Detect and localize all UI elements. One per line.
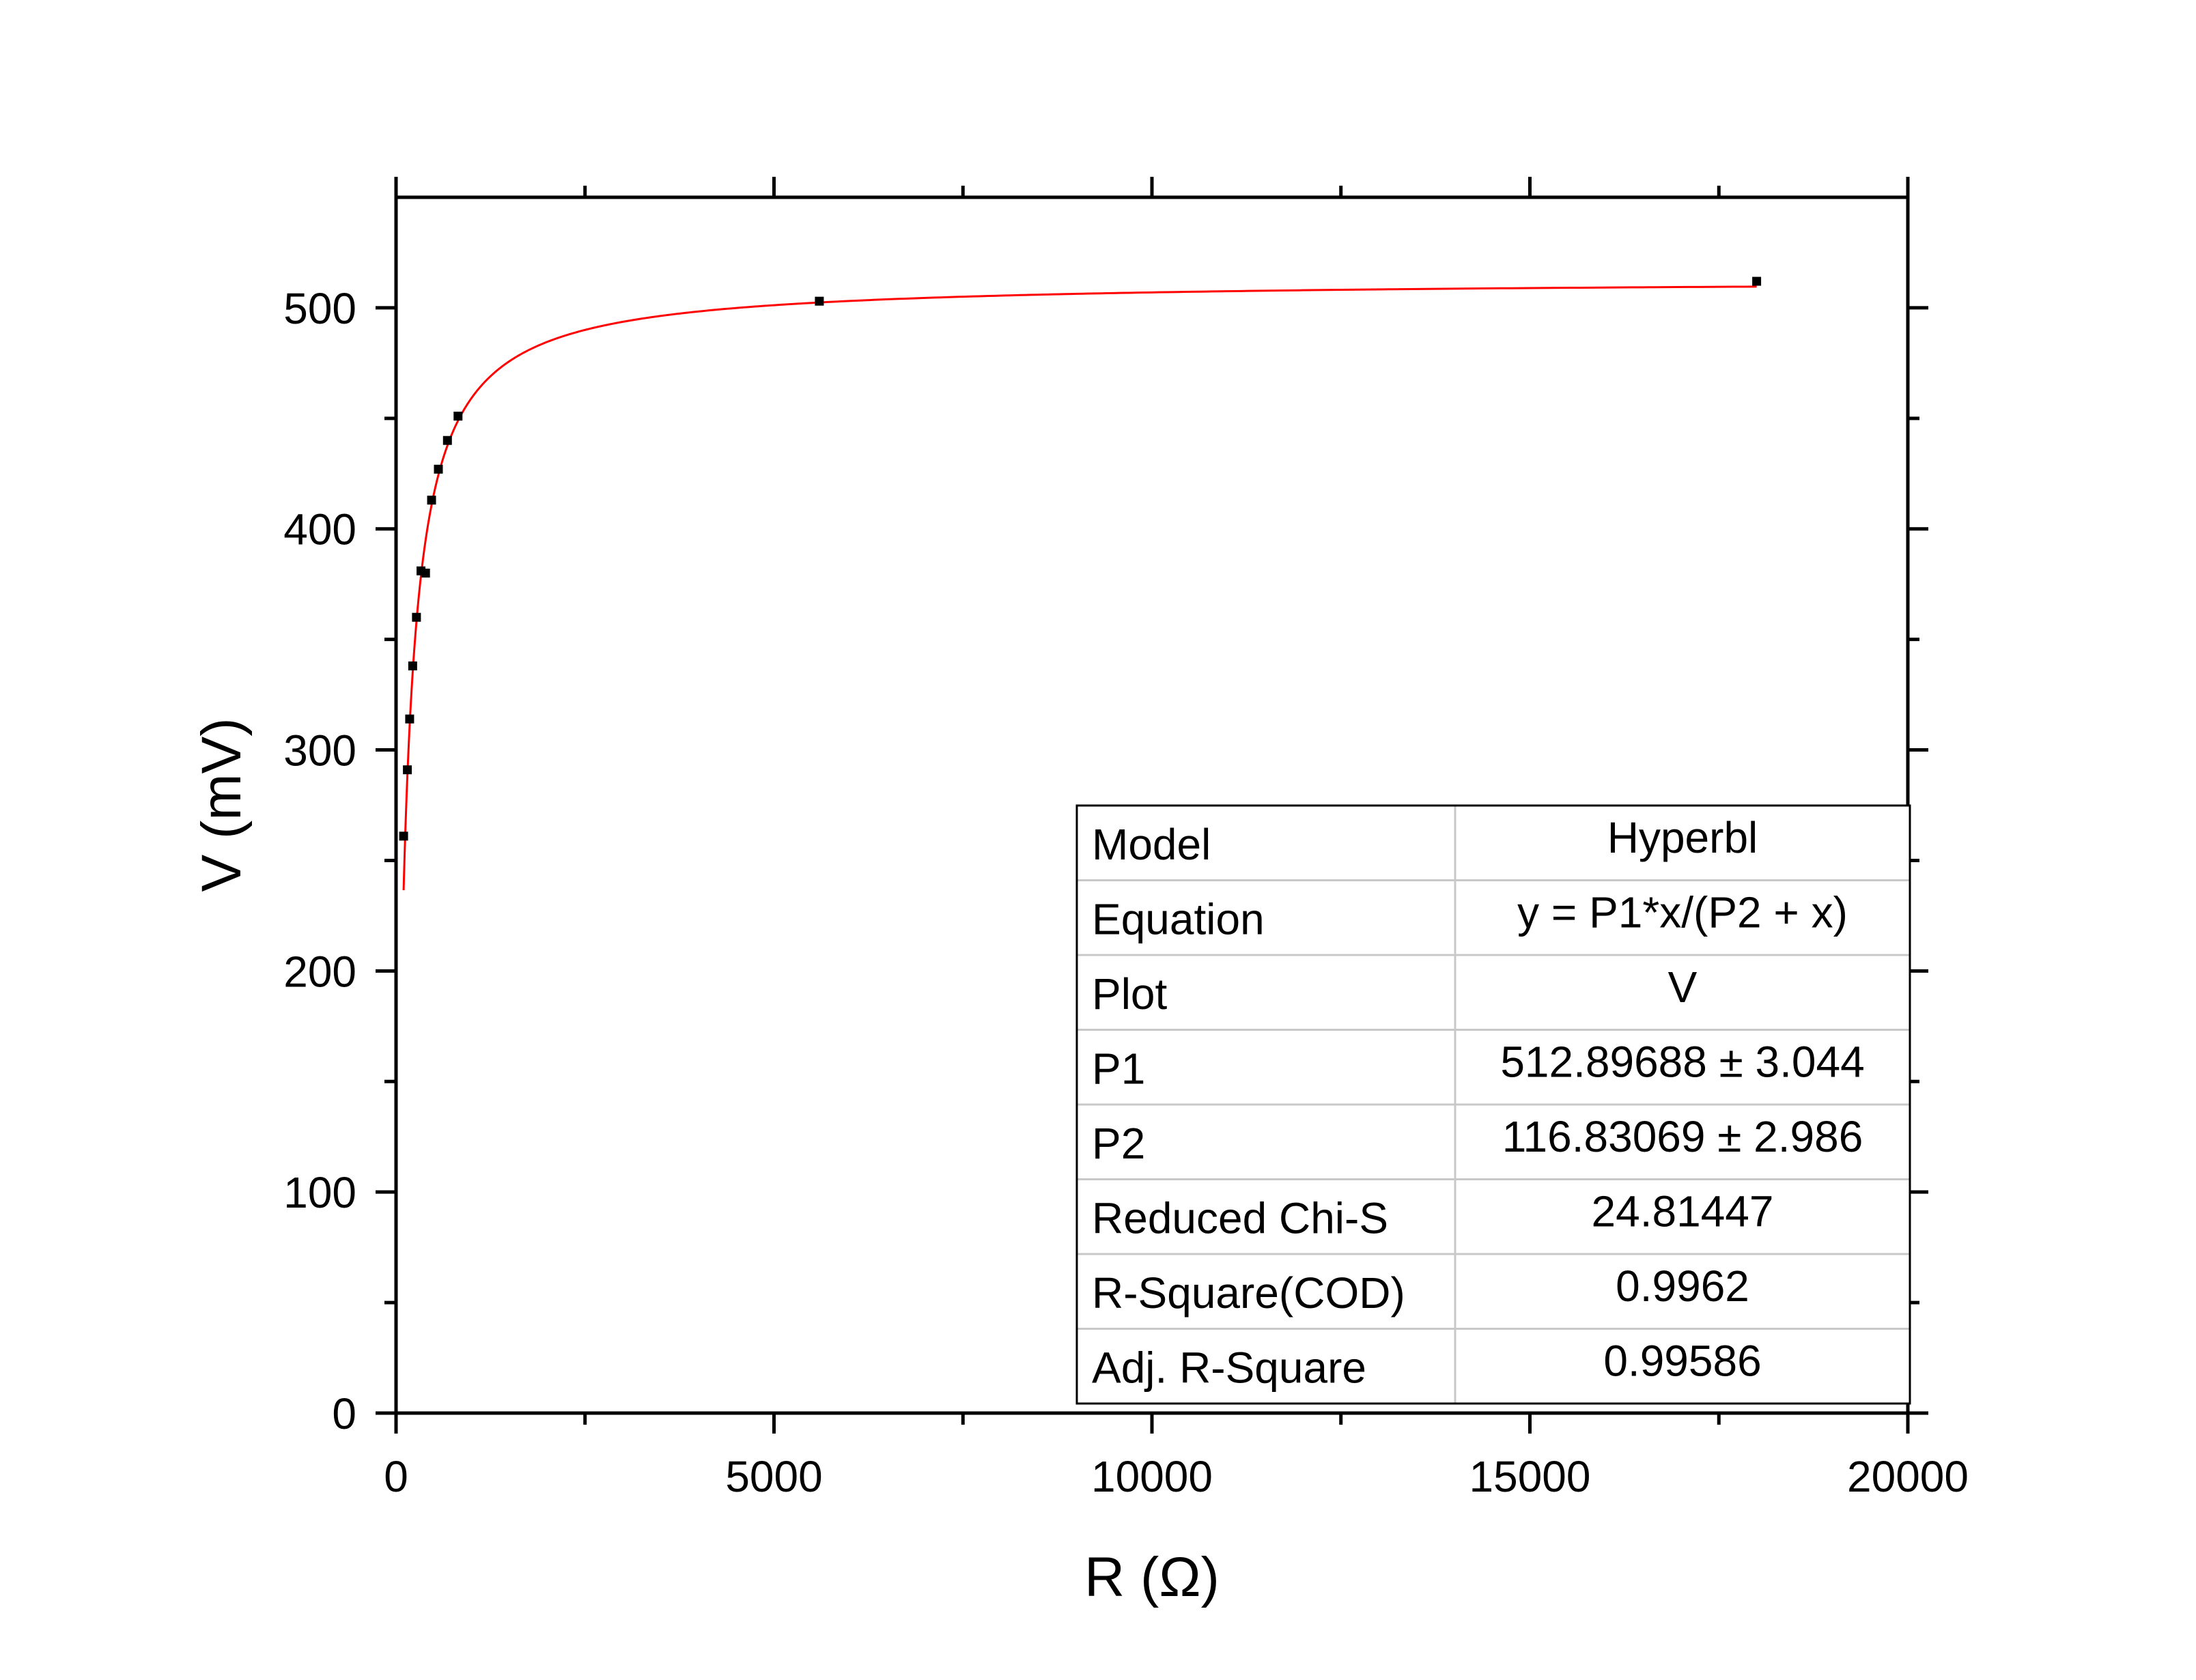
x-tick-label: 5000 <box>725 1452 822 1501</box>
results-table-label: P2 <box>1092 1119 1145 1168</box>
results-table-label: Equation <box>1092 895 1265 944</box>
results-table-value: y = P1*x/(P2 + x) <box>1517 888 1848 937</box>
data-point <box>1752 276 1762 286</box>
data-point <box>403 765 412 775</box>
data-point <box>442 436 452 445</box>
data-point <box>453 412 463 421</box>
y-tick-label: 500 <box>283 284 356 333</box>
results-table-label: Plot <box>1092 969 1168 1019</box>
results-table-label: R-Square(COD) <box>1092 1268 1405 1318</box>
minor-ticks <box>384 186 1919 1425</box>
results-table-border <box>1075 804 1911 1405</box>
x-tick-label: 0 <box>384 1452 408 1501</box>
data-point <box>421 568 430 578</box>
results-table-value: 24.81447 <box>1592 1187 1774 1236</box>
y-tick-labels: 0 100 200 300 400 500 <box>283 284 356 1438</box>
results-table-value: V <box>1668 963 1698 1012</box>
x-axis-title: R (Ω) <box>1084 1546 1220 1608</box>
y-tick-label: 400 <box>283 505 356 554</box>
results-table: Model Hyperbl Equation y = P1*x/(P2 + x) Plo… <box>1075 804 1911 1405</box>
x-tick-label: 10000 <box>1091 1452 1213 1501</box>
data-points <box>399 276 1762 841</box>
y-tick-label: 200 <box>283 947 356 996</box>
results-table-label: P1 <box>1092 1044 1145 1094</box>
fit-curve <box>402 285 1757 891</box>
x-tick-label: 20000 <box>1847 1452 1969 1501</box>
x-tick-label: 15000 <box>1469 1452 1591 1501</box>
results-table-value: 0.9962 <box>1616 1262 1749 1311</box>
y-axis-title: V (mV) <box>191 717 253 892</box>
results-table-value: 512.89688 ± 3.044 <box>1500 1038 1864 1087</box>
x-tick-labels: 0 5000 10000 15000 20000 <box>384 1452 1969 1501</box>
data-point <box>434 464 443 474</box>
data-point <box>399 831 408 841</box>
results-table-label: Model <box>1092 820 1211 869</box>
data-point <box>408 661 417 670</box>
results-table-label: Reduced Chi-S <box>1092 1194 1388 1243</box>
y-tick-label: 300 <box>283 726 356 775</box>
data-point <box>427 496 436 505</box>
results-table-value: 116.83069 ± 2.986 <box>1502 1112 1863 1161</box>
results-table-value: Hyperbl <box>1607 813 1758 862</box>
data-point <box>815 296 824 306</box>
data-point <box>412 612 421 622</box>
y-tick-label: 100 <box>283 1168 356 1217</box>
results-table-label: Adj. R-Square <box>1092 1343 1366 1393</box>
data-point <box>405 714 414 724</box>
results-table-value: 0.99586 <box>1603 1337 1761 1386</box>
y-tick-label: 0 <box>332 1389 356 1438</box>
major-ticks <box>376 177 1928 1434</box>
